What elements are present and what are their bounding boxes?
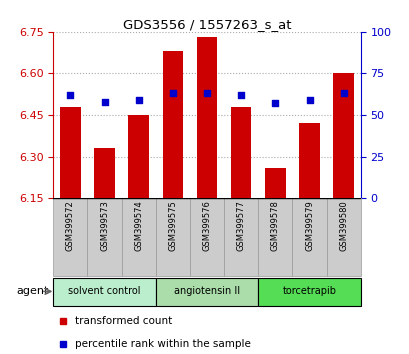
Bar: [265, 168, 285, 198]
Bar: [258, 198, 292, 276]
Text: torcetrapib: torcetrapib: [282, 286, 336, 296]
Bar: [258, 278, 360, 306]
Bar: [121, 198, 155, 276]
Bar: [162, 51, 183, 198]
Text: GSM399572: GSM399572: [66, 201, 75, 251]
Bar: [292, 198, 326, 276]
Point: [339, 91, 346, 96]
Point: [272, 101, 278, 106]
Bar: [333, 74, 353, 198]
Bar: [128, 115, 148, 198]
Text: angiotensin II: angiotensin II: [173, 286, 240, 296]
Bar: [196, 38, 217, 198]
Bar: [326, 198, 360, 276]
Bar: [53, 198, 87, 276]
Text: GSM399579: GSM399579: [304, 201, 313, 251]
Text: percentile rank within the sample: percentile rank within the sample: [74, 339, 250, 349]
Text: solvent control: solvent control: [68, 286, 140, 296]
Bar: [230, 107, 251, 198]
Bar: [189, 198, 224, 276]
Text: GSM399576: GSM399576: [202, 201, 211, 251]
Bar: [155, 278, 258, 306]
Point: [237, 92, 244, 98]
Point: [101, 99, 108, 104]
Text: GSM399574: GSM399574: [134, 201, 143, 251]
Text: GSM399578: GSM399578: [270, 201, 279, 251]
Point: [135, 97, 142, 103]
Title: GDS3556 / 1557263_s_at: GDS3556 / 1557263_s_at: [123, 18, 290, 31]
Point: [67, 92, 74, 98]
Text: transformed count: transformed count: [74, 316, 172, 326]
Bar: [299, 124, 319, 198]
Bar: [87, 198, 121, 276]
Bar: [53, 278, 155, 306]
Text: GSM399580: GSM399580: [338, 201, 347, 251]
Point: [169, 91, 176, 96]
Text: GSM399573: GSM399573: [100, 201, 109, 251]
Point: [306, 97, 312, 103]
Text: agent: agent: [17, 286, 49, 296]
Point: [203, 91, 210, 96]
Text: GSM399575: GSM399575: [168, 201, 177, 251]
Bar: [155, 198, 189, 276]
Text: GSM399577: GSM399577: [236, 201, 245, 251]
Bar: [94, 148, 115, 198]
Bar: [60, 107, 81, 198]
Bar: [224, 198, 258, 276]
